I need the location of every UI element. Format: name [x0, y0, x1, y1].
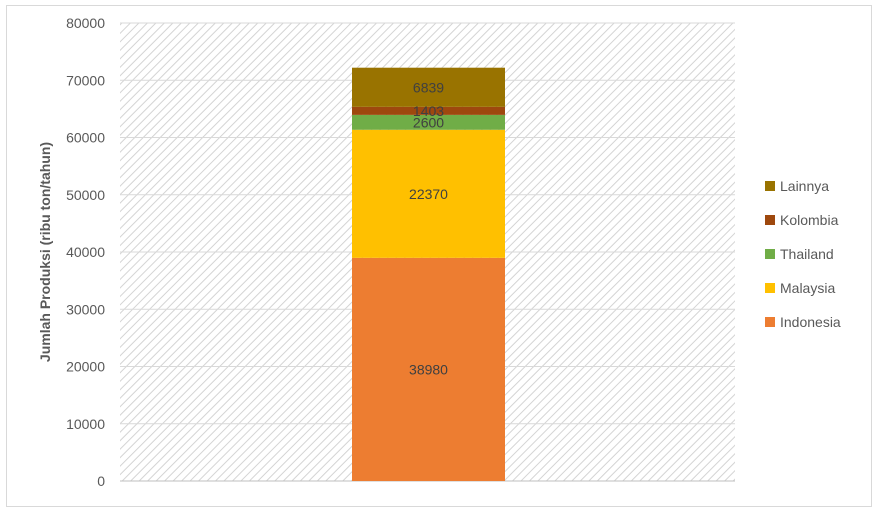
legend-swatch	[765, 317, 775, 327]
legend-label: Indonesia	[780, 314, 841, 330]
legend-item-kolombia: Kolombia	[765, 212, 839, 228]
legend-item-indonesia: Indonesia	[765, 314, 841, 330]
bar-segment-malaysia	[352, 129, 505, 258]
legend-label: Malaysia	[780, 280, 835, 296]
y-tick-label: 30000	[66, 301, 105, 317]
data-label-thailand: 2600	[413, 114, 444, 130]
y-tick-label: 80000	[66, 15, 105, 31]
bar-segment-lainnya	[352, 67, 505, 107]
legend-swatch	[765, 215, 775, 225]
y-axis-ticks: 0 10000 20000 30000 40000 50000 60000 70000 8000…	[66, 15, 105, 489]
bars	[352, 67, 505, 481]
legend-item-thailand: Thailand	[765, 246, 834, 262]
bar-segment-indonesia	[352, 257, 505, 481]
data-label-kolombia: 1403	[413, 103, 444, 119]
legend-label: Lainnya	[780, 178, 829, 194]
legend-label: Thailand	[780, 246, 834, 262]
y-tick-label: 10000	[66, 416, 105, 432]
y-tick-label: 40000	[66, 244, 105, 260]
y-tick-label: 60000	[66, 130, 105, 146]
y-tick-label: 20000	[66, 359, 105, 375]
legend-swatch	[765, 249, 775, 259]
data-label-indonesia: 38980	[409, 361, 448, 377]
data-label-malaysia: 22370	[409, 186, 448, 202]
bar-segment-thailand	[352, 114, 505, 130]
data-label-lainnya: 6839	[413, 79, 444, 95]
legend: Lainnya Kolombia Thailand Malaysia Indonesia	[765, 178, 841, 330]
y-axis-label: Jumlah Produksi (ribu ton/tahun)	[37, 142, 53, 362]
legend-item-lainnya: Lainnya	[765, 178, 829, 194]
y-tick-label: 70000	[66, 72, 105, 88]
legend-label: Kolombia	[780, 212, 839, 228]
y-tick-label: 50000	[66, 187, 105, 203]
bar-segment-kolombia	[352, 106, 505, 115]
legend-swatch	[765, 181, 775, 191]
y-tick-label: 0	[97, 473, 105, 489]
legend-swatch	[765, 283, 775, 293]
legend-item-malaysia: Malaysia	[765, 280, 835, 296]
